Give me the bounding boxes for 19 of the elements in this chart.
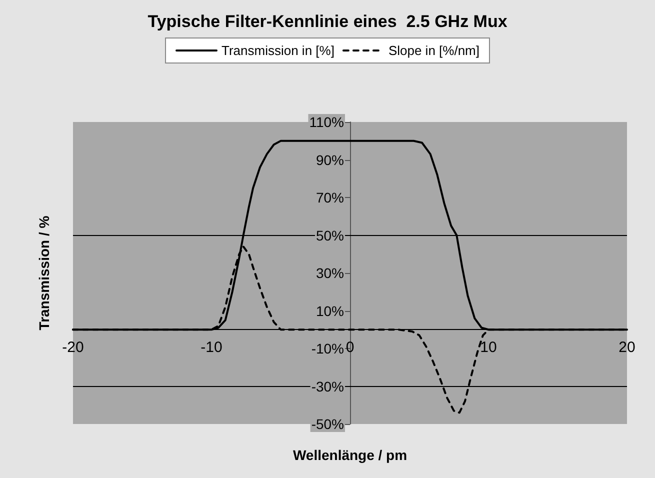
y-tick-label: 90% xyxy=(316,152,344,168)
x-axis-title: Wellenlänge / pm xyxy=(292,447,408,463)
legend-label: Slope in [%/nm] xyxy=(388,43,480,58)
legend-label: Transmission in [%] xyxy=(222,43,334,58)
y-tick-label: 10% xyxy=(316,302,344,319)
x-tick-label: 20 xyxy=(618,339,636,356)
y-tick-label: 70% xyxy=(316,190,344,206)
x-tick-label: -20 xyxy=(62,339,84,356)
y-tick-label: -10% xyxy=(311,340,344,356)
x-tick-label: 10 xyxy=(480,339,497,356)
y-axis-title: Transmission / % xyxy=(36,215,52,330)
y-tick-label: -50% xyxy=(311,416,344,432)
y-tick-label: 110% xyxy=(309,114,344,130)
y-tick-label: 50% xyxy=(316,227,344,244)
x-tick-label: 0 xyxy=(346,339,354,356)
chart-title: Typische Filter-Kennlinie eines 2.5 GHz Mux xyxy=(148,12,508,31)
x-tick-label: -10 xyxy=(200,339,222,356)
y-tick-label: -30% xyxy=(311,378,344,394)
y-tick-label: 30% xyxy=(316,265,344,281)
